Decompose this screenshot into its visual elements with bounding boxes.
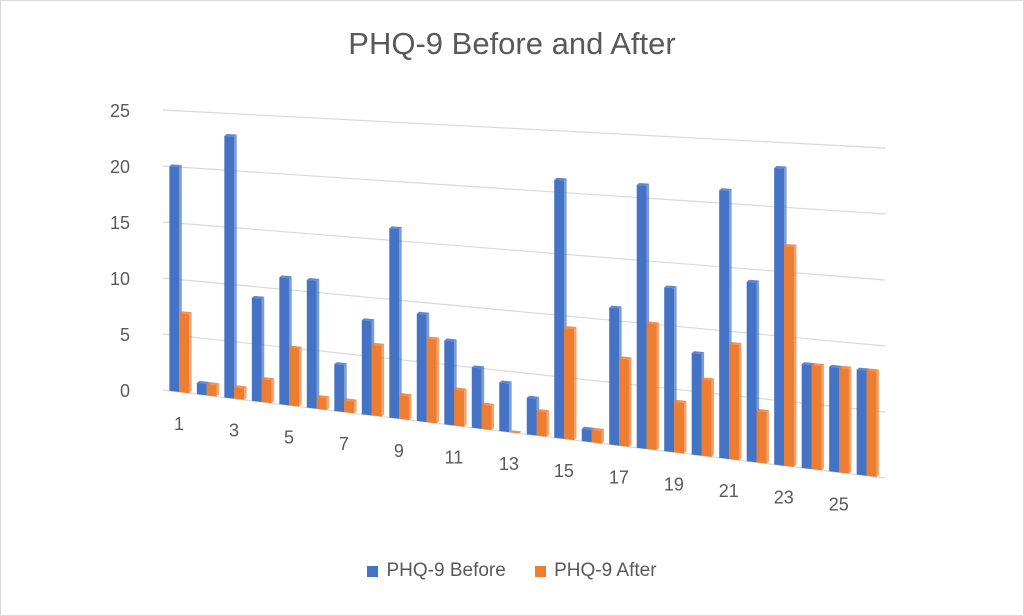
y-tick-label: 15	[110, 213, 130, 233]
bar-before-9	[389, 226, 402, 419]
x-tick-label: 1	[174, 414, 184, 434]
bar-after-7	[344, 398, 357, 414]
x-tick-label: 9	[394, 441, 404, 461]
bar-before-3	[224, 133, 237, 399]
x-tick-label: 7	[339, 434, 349, 454]
y-tick-label: 5	[120, 325, 130, 345]
bar-after-12	[481, 402, 495, 431]
bar-after-20	[701, 377, 714, 457]
x-tick-label: 11	[445, 447, 464, 467]
legend-swatch-after	[535, 565, 547, 577]
legend-label-after: PHQ-9 After	[554, 560, 657, 581]
x-tick-label: 15	[554, 461, 574, 481]
bar-after-22	[756, 408, 769, 464]
legend-label-before: PHQ-9 Before	[386, 560, 506, 581]
bar-after-18	[646, 321, 660, 451]
legend: PHQ-9 Before PHQ-9 After	[0, 560, 1024, 582]
x-tick-label: 3	[229, 421, 239, 441]
bar-after-21	[729, 342, 742, 461]
bar-after-14	[536, 409, 550, 437]
legend-item-after: PHQ-9 After	[535, 560, 657, 582]
bar-after-26	[866, 368, 879, 477]
bar-before-6	[306, 277, 320, 409]
gridline-25	[162, 109, 886, 149]
bar-after-13	[509, 430, 522, 434]
y-tick-label: 20	[110, 157, 130, 177]
gridline-15	[162, 221, 886, 281]
x-tick-label: 13	[499, 454, 519, 474]
bar-after-1	[179, 311, 192, 394]
x-tick-label: 17	[609, 468, 629, 488]
x-tick-label: 25	[829, 494, 849, 514]
bar-after-4	[261, 377, 275, 404]
bar-after-9	[399, 393, 412, 420]
bar-after-25	[839, 365, 852, 474]
y-tick-label: 25	[110, 101, 130, 121]
x-tick-label: 23	[774, 488, 794, 508]
bar-after-16	[591, 427, 605, 444]
chart-title: PHQ-9 Before and After	[348, 26, 676, 61]
bar-after-5	[289, 345, 302, 407]
x-tick-label: 21	[719, 481, 739, 501]
gridline-20	[162, 165, 886, 215]
bar-before-4	[251, 295, 265, 403]
bar-after-17	[619, 356, 632, 447]
bar-after-24	[811, 363, 824, 471]
legend-item-before: PHQ-9 Before	[367, 560, 506, 582]
bar-after-23	[784, 244, 797, 467]
x-tick-label: 19	[664, 474, 684, 494]
x-tick-label: 5	[284, 427, 294, 447]
x-axis: 1 3 5 7 9 11 13 15 17 19 21 23 25	[174, 414, 849, 514]
bar-after-6	[316, 395, 330, 410]
y-tick-label: 10	[110, 269, 130, 289]
bar-after-10	[426, 336, 440, 424]
bar-after-8	[371, 342, 385, 417]
bar-after-15	[564, 326, 577, 441]
bar-after-19	[674, 399, 687, 454]
bar-after-11	[454, 387, 467, 427]
bar-after-2	[206, 382, 220, 397]
legend-swatch-before	[367, 565, 379, 577]
bar-before-13	[499, 380, 512, 433]
bar-after-3	[234, 385, 247, 400]
bars	[169, 133, 879, 477]
y-axis: 0 5 10 15 20 25	[110, 101, 130, 401]
y-tick-label: 0	[120, 381, 130, 401]
